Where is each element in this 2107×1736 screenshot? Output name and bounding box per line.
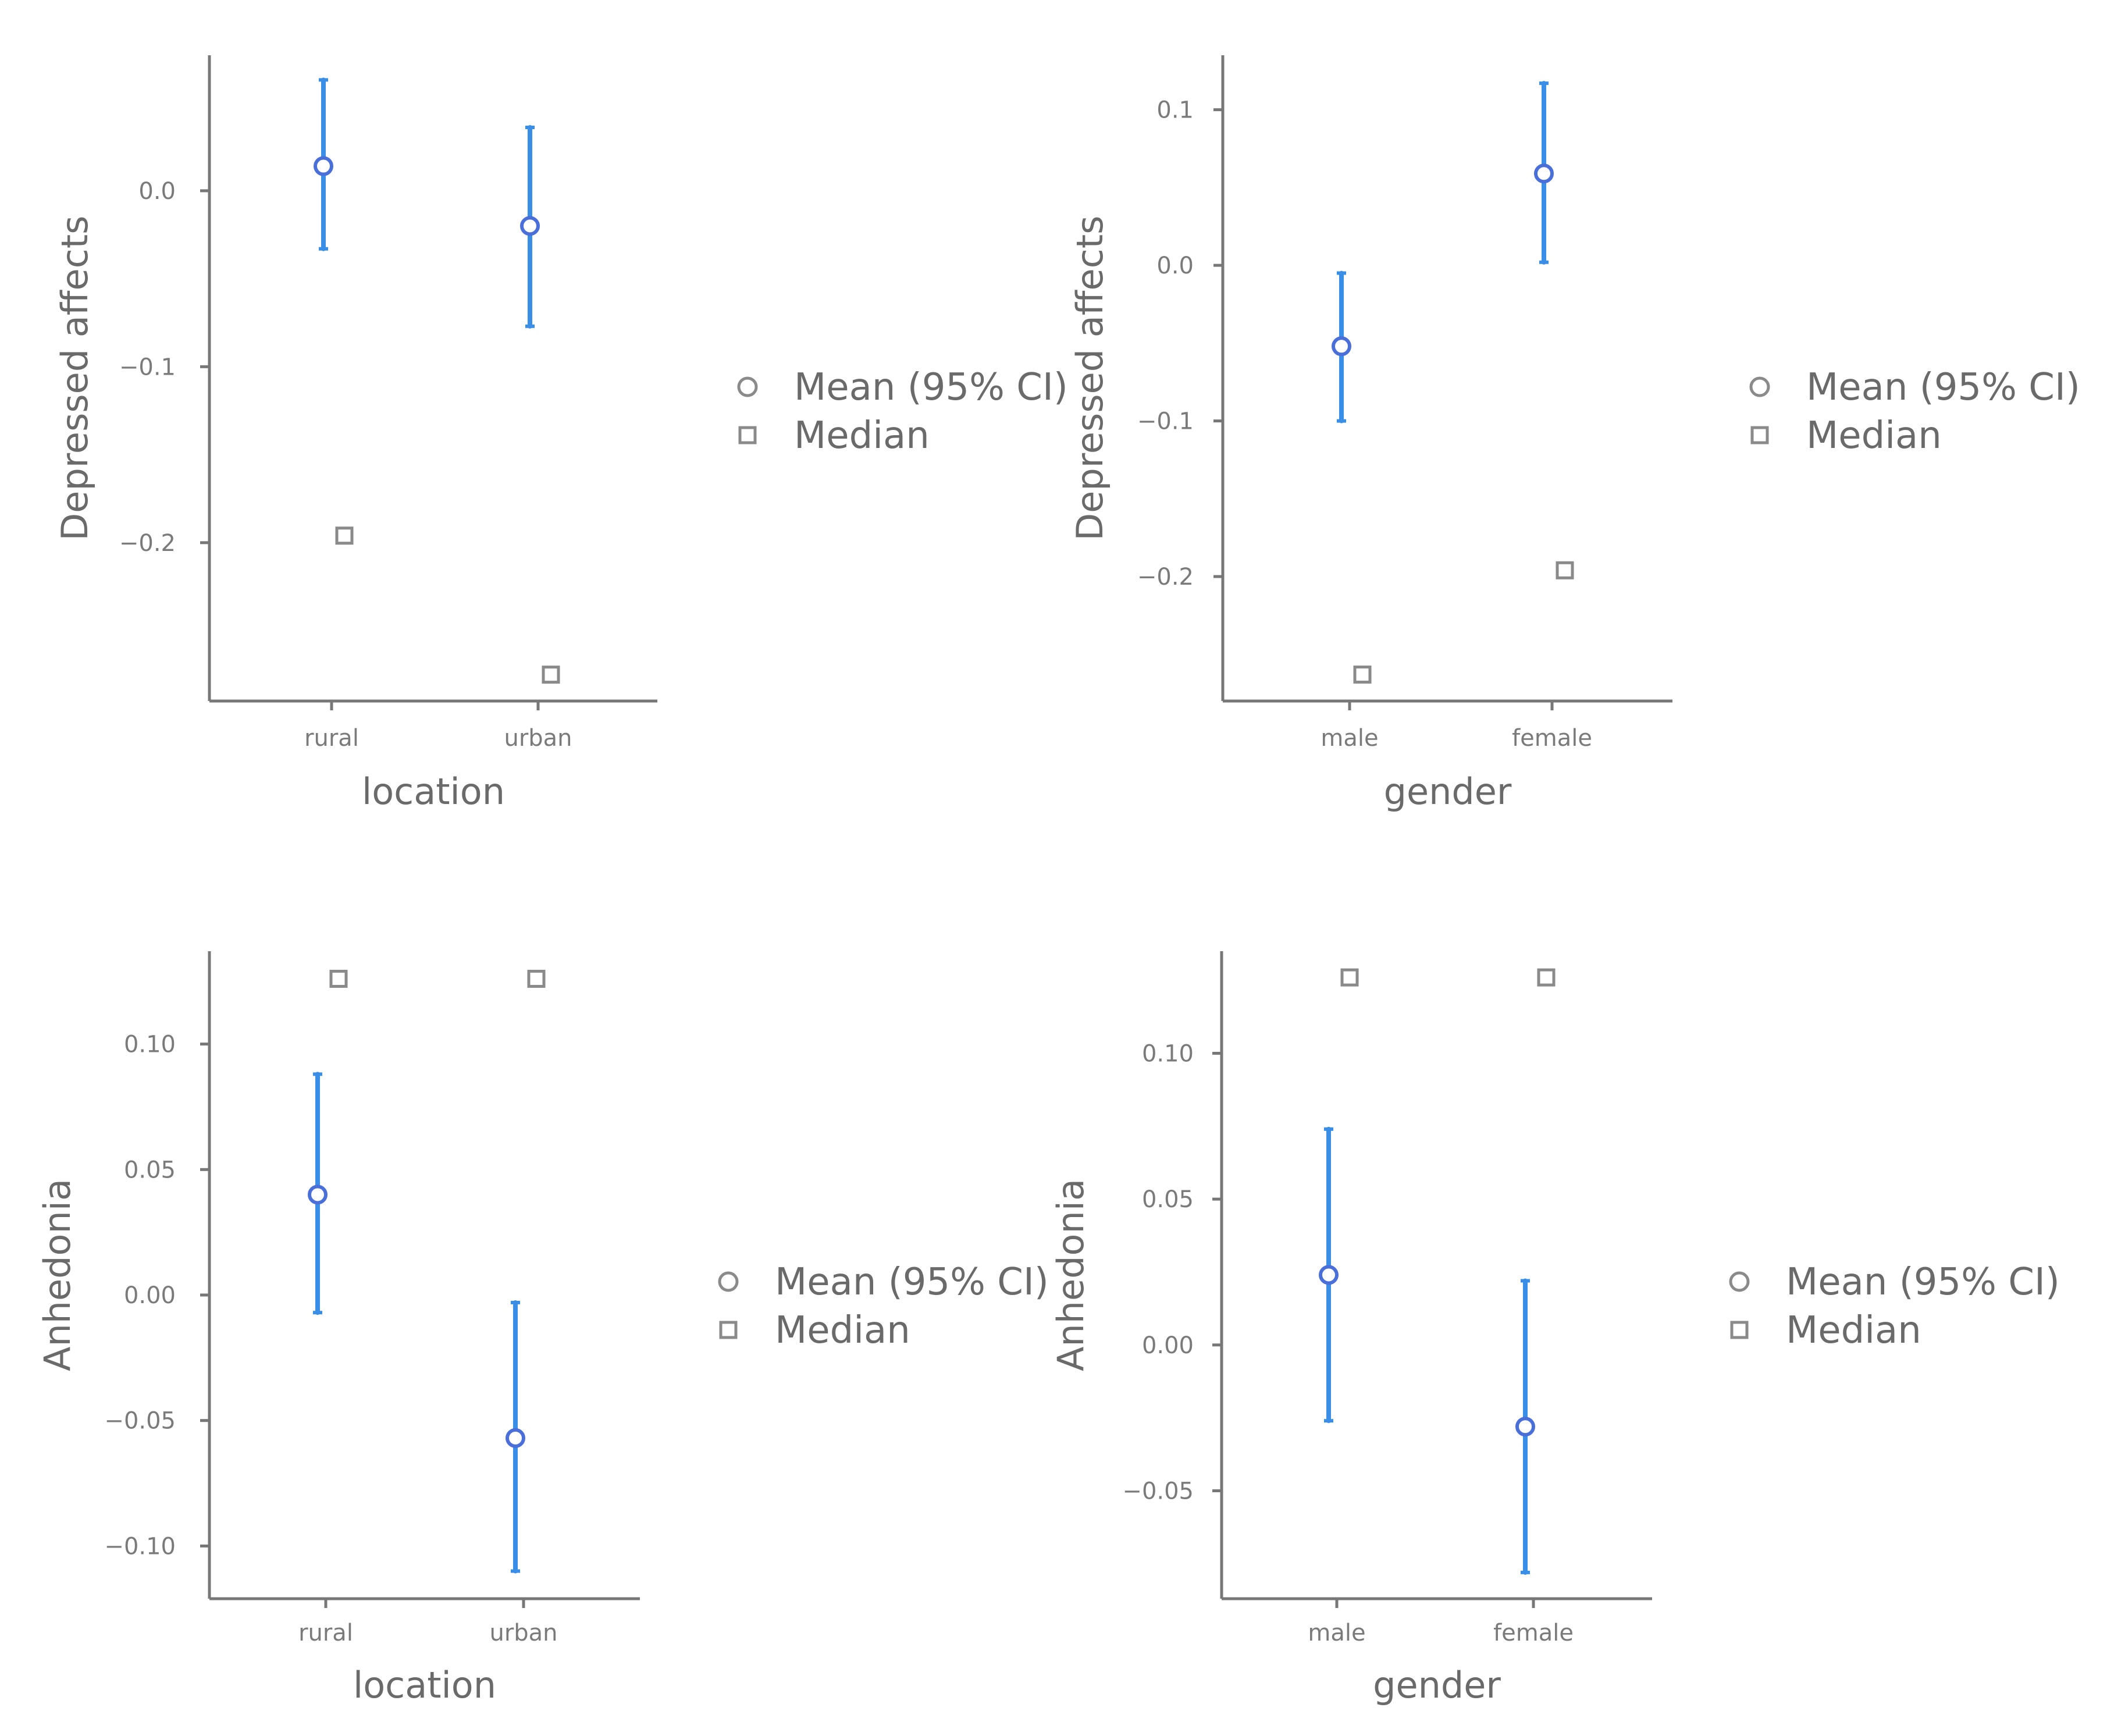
x-axis-title: location (362, 770, 505, 813)
median-point (527, 969, 546, 988)
y-tick-label: −0.2 (119, 530, 176, 557)
y-tick-label: 0.1 (1156, 97, 1194, 124)
legend-mean-marker (1729, 1271, 1750, 1292)
y-tick-label: −0.05 (104, 1408, 176, 1435)
y-tick-label: 0.10 (1142, 1040, 1194, 1067)
legend-mean-marker (737, 376, 758, 397)
median-point (1556, 561, 1574, 579)
chart-panel-4: 0.10 0.05 0.00 −0.05 male female gender Anhedon… (1049, 951, 2060, 1706)
mean-point (1332, 336, 1351, 357)
x-tick-label: female (1493, 1620, 1574, 1646)
y-tick-label: 0.05 (124, 1157, 176, 1183)
legend-median-marker (1730, 1321, 1749, 1339)
x-tick-label: urban (504, 725, 572, 752)
median-point (1353, 666, 1372, 684)
mean-point (1319, 1265, 1339, 1285)
legend-median-label: Median (1806, 414, 1942, 457)
legend-median-marker (738, 426, 757, 444)
mean-point (1515, 1417, 1535, 1437)
x-axis-title: gender (1384, 770, 1512, 813)
median-point (335, 527, 354, 545)
y-tick-label: 0.00 (1142, 1332, 1194, 1359)
legend-median-label: Median (775, 1309, 910, 1352)
y-tick-label: −0.1 (1137, 408, 1194, 435)
legend-median-marker (1750, 426, 1769, 444)
y-tick-label: −0.2 (1137, 564, 1194, 590)
x-axis-title: location (353, 1664, 496, 1706)
y-tick-label: 0.05 (1142, 1186, 1194, 1213)
y-tick-label: 0.0 (1156, 252, 1194, 279)
x-axis-title: gender (1373, 1664, 1501, 1706)
legend-mean-label: Mean (95% CI) (1806, 366, 2080, 409)
mean-point (506, 1428, 525, 1448)
median-point (1537, 968, 1556, 987)
x-tick-label: rural (304, 725, 359, 752)
chart-panel-3: 0.10 0.05 0.00 −0.05 −0.10 rural urban location… (36, 951, 1049, 1706)
x-tick-label: rural (298, 1620, 353, 1646)
y-tick-label: −0.10 (104, 1533, 176, 1560)
legend-mean-label: Mean (95% CI) (775, 1261, 1049, 1304)
legend: Mean (95% CI) Median (1749, 366, 2080, 457)
legend-median-marker (719, 1321, 738, 1339)
x-tick-label: male (1321, 725, 1378, 752)
legend: Mean (95% CI) Median (737, 366, 1068, 457)
legend-mean-label: Mean (95% CI) (794, 366, 1068, 409)
median-point (329, 969, 348, 988)
legend: Mean (95% CI) Median (1729, 1261, 2060, 1352)
legend-mean-marker (718, 1271, 739, 1292)
median-point (1340, 968, 1359, 987)
y-axis-title: Depressed affects (54, 216, 96, 541)
legend-mean-marker (1749, 376, 1770, 397)
y-tick-label: −0.1 (119, 354, 176, 380)
mean-point (308, 1184, 328, 1205)
y-tick-label: 0.10 (124, 1031, 176, 1058)
y-tick-label: −0.05 (1122, 1478, 1194, 1505)
x-tick-label: urban (489, 1620, 557, 1646)
y-axis-title: Anhedonia (36, 1179, 79, 1371)
legend-median-label: Median (1786, 1309, 1921, 1352)
x-tick-label: female (1512, 725, 1592, 752)
mean-point (1534, 163, 1554, 184)
legend: Mean (95% CI) Median (718, 1261, 1049, 1352)
mean-point (520, 216, 540, 236)
x-tick-label: male (1308, 1620, 1365, 1646)
y-axis-title: Anhedonia (1049, 1179, 1092, 1371)
legend-mean-label: Mean (95% CI) (1786, 1261, 2060, 1304)
median-point (542, 666, 560, 684)
y-tick-label: 0.00 (124, 1282, 176, 1309)
y-tick-label: 0.0 (138, 178, 176, 205)
chart-panel-1: 0.0 −0.1 −0.2 rural urban location Depressed a… (54, 55, 1068, 813)
mean-point (314, 156, 333, 176)
y-axis-title: Depressed affects (1069, 216, 1111, 541)
legend-median-label: Median (794, 414, 930, 457)
